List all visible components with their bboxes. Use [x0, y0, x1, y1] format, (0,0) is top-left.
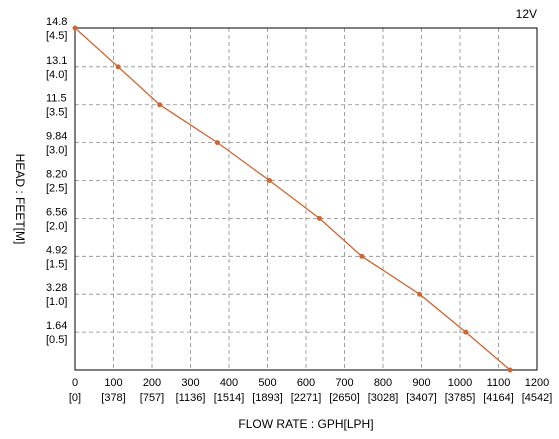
- x-tick-label: 300: [181, 377, 199, 389]
- y-tick-label: 3.28: [46, 282, 67, 294]
- data-point: [157, 102, 163, 108]
- x-tick-label: 900: [412, 377, 430, 389]
- y-tick-label: 11.5: [46, 93, 67, 105]
- y-tick-label: 4.92: [46, 244, 67, 256]
- series-layer: [72, 25, 513, 373]
- x-tick-sublabel: [3785]: [445, 392, 476, 404]
- series-line: [74, 27, 511, 371]
- x-tick-label: 1100: [487, 377, 511, 389]
- x-tick-sublabel: [3407]: [406, 392, 437, 404]
- data-point: [507, 367, 513, 373]
- grid-lines: [75, 28, 537, 370]
- y-tick-sublabel: [2.5]: [46, 183, 67, 195]
- x-axis-label: FLOW RATE : GPH[LPH]: [238, 417, 373, 431]
- x-tick-sublabel: [4542]: [522, 392, 553, 404]
- y-tick-sublabel: [3.0]: [46, 145, 67, 157]
- x-tick-label: 200: [143, 377, 161, 389]
- y-tick-label: 9.84: [46, 131, 67, 143]
- y-tick-sublabel: [1.5]: [46, 258, 67, 270]
- x-tick-label: 1000: [448, 377, 472, 389]
- y-tick-sublabel: [1.0]: [46, 296, 67, 308]
- x-axis-ticks: 0 [0] 100 [378] 200 [757] 300 [1136] 400 [1514] 50…: [69, 377, 552, 404]
- y-tick-label: 14.8: [46, 16, 67, 28]
- data-point: [214, 140, 220, 146]
- x-tick-label: 600: [297, 377, 315, 389]
- data-point: [359, 253, 365, 259]
- x-tick-sublabel: [1514]: [214, 392, 245, 404]
- x-tick-sublabel: [378]: [101, 392, 125, 404]
- y-tick-label: 8.20: [46, 169, 67, 181]
- data-point: [417, 291, 423, 297]
- x-tick-label: 100: [104, 377, 122, 389]
- y-tick-sublabel: [0.5]: [46, 334, 67, 346]
- data-point: [72, 25, 78, 31]
- plot-frame: [74, 27, 538, 371]
- x-tick-sublabel: [4164]: [483, 392, 514, 404]
- y-tick-sublabel: [3.5]: [46, 107, 67, 119]
- data-point: [266, 178, 272, 184]
- data-point: [115, 64, 121, 70]
- data-point: [463, 329, 469, 335]
- x-tick-label: 500: [258, 377, 276, 389]
- y-axis-ticks: 14.8 [4.5] 13.1 [4.0] 11.5 [3.5] 9.84 [3.0] 8.20…: [46, 16, 67, 346]
- x-tick-sublabel: [0]: [69, 392, 81, 404]
- x-tick-label: 800: [374, 377, 392, 389]
- y-tick-label: 1.64: [46, 320, 67, 332]
- x-tick-sublabel: [2271]: [291, 392, 322, 404]
- x-tick-sublabel: [1136]: [176, 392, 206, 404]
- data-point: [316, 215, 322, 221]
- x-tick-sublabel: [2650]: [329, 392, 360, 404]
- x-tick-label: 400: [220, 377, 238, 389]
- x-tick-label: 0: [72, 377, 78, 389]
- x-tick-sublabel: [1893]: [252, 392, 283, 404]
- y-tick-label: 6.56: [46, 206, 67, 218]
- x-tick-sublabel: [3028]: [368, 392, 399, 404]
- y-tick-sublabel: [4.0]: [46, 69, 67, 81]
- y-tick-sublabel: [2.0]: [46, 220, 67, 232]
- y-tick-label: 13.1: [46, 55, 67, 67]
- y-axis-label: HEAD : FEET[M]: [13, 154, 27, 245]
- x-tick-label: 1200: [525, 377, 549, 389]
- x-tick-sublabel: [757]: [140, 392, 164, 404]
- y-tick-sublabel: [4.5]: [46, 30, 67, 42]
- voltage-label: 12V: [516, 7, 537, 21]
- x-tick-label: 700: [335, 377, 353, 389]
